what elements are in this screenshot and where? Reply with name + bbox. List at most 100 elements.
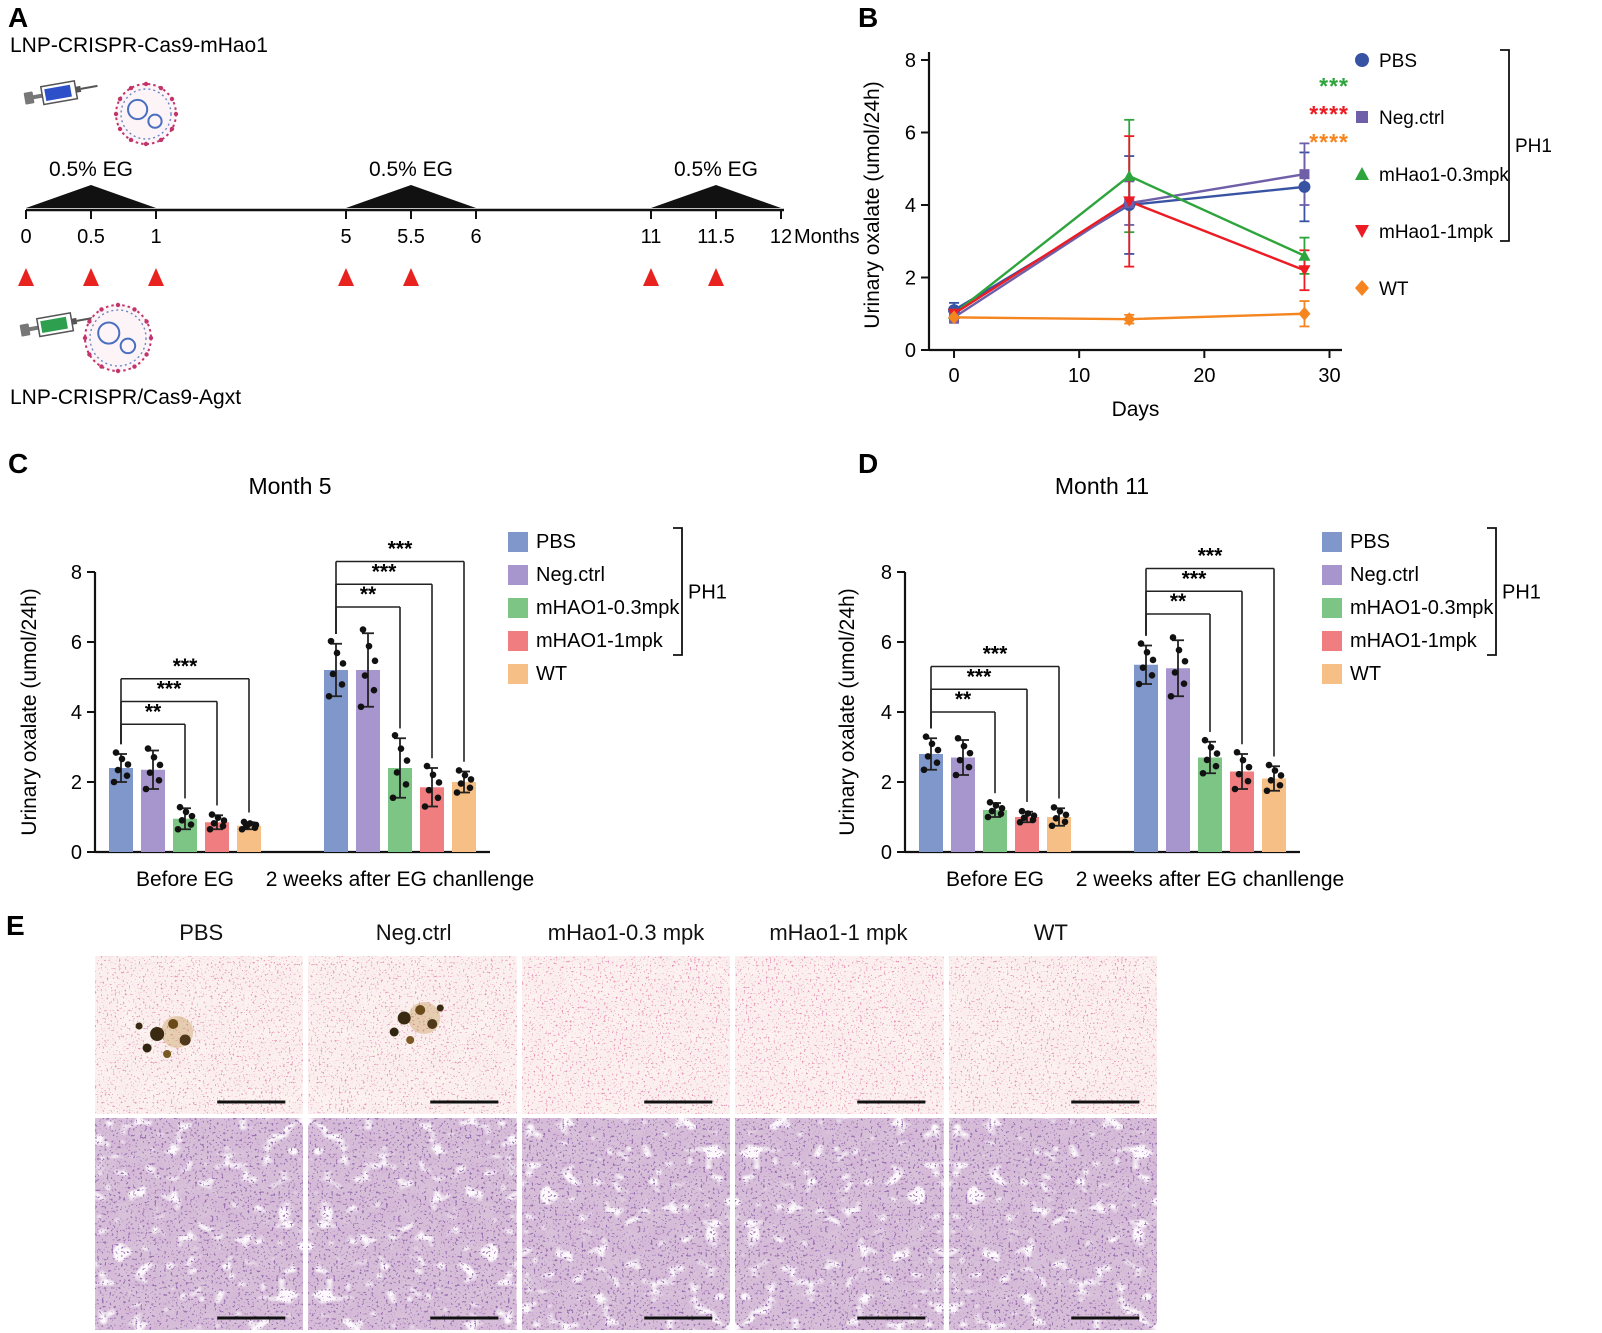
legend-label: mHAO1-0.3mpk: [1350, 597, 1494, 619]
data-point-dot: [1276, 781, 1284, 789]
significance-bracket: [1145, 567, 1275, 757]
data-point-dot: [1265, 761, 1273, 769]
data-point-dot: [333, 649, 341, 657]
crystal-deposit: [398, 1011, 412, 1025]
data-point-dot: [934, 746, 942, 754]
data-point-dot: [423, 762, 431, 770]
legend-swatch: [508, 598, 528, 618]
legend-swatch: [1322, 664, 1342, 684]
data-point-dot: [370, 686, 378, 694]
data-point-dot: [220, 817, 228, 824]
injection-arrow-icon: [403, 268, 419, 286]
injection-arrow-icon: [148, 268, 164, 286]
data-point-dot: [391, 731, 399, 739]
panel-c-label: C: [8, 448, 29, 479]
legend-swatch: [1322, 565, 1342, 585]
histology-column-title-mhao1-03mpk: mHao1-0.3 mpk: [547, 920, 705, 945]
panel-a-timeline-diagram: LNP-CRISPR-Cas9-mHao1 0 0.5 1 5 5.5 6 11 11.5 12 M…: [10, 34, 860, 409]
y-axis-title: Urinary oxalate (umol/24h): [861, 81, 884, 328]
injection-arrow-icon: [18, 268, 34, 286]
data-point-dot: [1180, 680, 1188, 687]
histology-image-pizzolato-mhao1-1-mpk: [735, 956, 944, 1114]
y-tick-label: 6: [881, 632, 892, 654]
data-point-dot: [339, 660, 347, 667]
data-point-dot: [1062, 811, 1070, 819]
data-point-dot: [1135, 680, 1143, 688]
data-point-dot: [1233, 748, 1241, 756]
legend-label: mHAO1-1mpk: [1350, 630, 1478, 652]
data-point-dot: [1056, 808, 1064, 815]
data-point-dot: [112, 749, 120, 756]
data-point-dot: [1267, 777, 1275, 784]
syringe-icon: [19, 312, 94, 338]
x-category-label: 2 weeks after EG chanllenge: [1076, 868, 1345, 891]
data-point-dot: [1024, 810, 1032, 817]
data-point-dot: [928, 740, 936, 748]
significance-stars: **: [145, 700, 162, 723]
panel-a-label: A: [8, 2, 29, 33]
eg-challenge-triangle: [26, 185, 156, 208]
significance-stars: ***: [983, 643, 1008, 666]
timeline-tick-label: 6: [470, 226, 481, 248]
data-point-dot: [403, 757, 411, 764]
x-tick-label: 10: [1068, 365, 1090, 387]
significance-bracket: [930, 688, 1028, 802]
legend-swatch: [1322, 598, 1342, 618]
crystal-deposit: [437, 1004, 445, 1012]
legend-label: Neg.ctrl: [1350, 564, 1419, 586]
legend-item: Neg.ctrl: [1322, 564, 1419, 586]
significance-stars: **: [955, 688, 972, 711]
data-point-dot: [338, 681, 346, 688]
crystal-deposit: [406, 1036, 415, 1044]
x-tick-label: 20: [1193, 365, 1215, 387]
data-point-dot: [402, 781, 410, 788]
data-point-dot: [920, 766, 928, 774]
histology-image-pizzolato-neg.ctrl: [308, 956, 517, 1114]
data-point-dot: [329, 670, 337, 678]
data-point-dot: [1048, 822, 1056, 830]
significance-bracket: [120, 700, 218, 806]
triangle-down-marker-icon: [1298, 265, 1311, 277]
legend-swatch: [508, 565, 528, 585]
data-point-dot: [966, 749, 974, 757]
significance-stars: ***: [1198, 545, 1223, 568]
data-point-dot: [1207, 743, 1215, 751]
data-point-dot: [997, 810, 1005, 818]
data-point-dot: [457, 780, 465, 787]
significance-stars: ****: [1309, 101, 1349, 127]
lnp-particle-icon: [82, 302, 154, 374]
data-point-dot: [1271, 767, 1279, 774]
data-point-dot: [1201, 736, 1209, 744]
data-point-dot: [178, 817, 186, 824]
data-point-dot: [1016, 818, 1024, 826]
histology-column-title-negctrl: Neg.ctrl: [375, 920, 452, 945]
data-point-dot: [1199, 769, 1207, 777]
y-tick-label: 2: [881, 772, 892, 794]
legend-label: PBS: [1350, 531, 1390, 553]
y-axis-title: Urinary oxalate (umol/24h): [18, 588, 41, 835]
legend-label: PBS: [536, 531, 576, 553]
crystal-deposit: [427, 1019, 438, 1029]
histology-image-he-neg.ctrl: [308, 1118, 517, 1330]
crystal-deposit: [142, 1043, 152, 1053]
data-point-dot: [1148, 672, 1156, 679]
histology-column-title-pbs: PBS: [179, 920, 224, 945]
crystal-deposit: [415, 1005, 426, 1015]
x-axis-title: Days: [1112, 398, 1160, 421]
histology-column-title-mhao1-1mpk: mHao1-1 mpk: [769, 920, 908, 945]
data-point-dot: [453, 789, 461, 796]
significance-stars: ***: [372, 560, 397, 583]
construct-top-label: LNP-CRISPR-Cas9-mHao1: [10, 34, 268, 57]
eg-challenge-label: 0.5% EG: [49, 158, 133, 181]
bar-PBS: [1134, 664, 1158, 852]
data-point-dot: [425, 786, 433, 794]
significance-stars: ***: [157, 678, 182, 701]
legend-item: PBS: [508, 531, 576, 553]
crystal-deposit: [150, 1027, 165, 1041]
triangle-up-marker-icon: [1355, 167, 1369, 180]
data-point-dot: [1020, 814, 1028, 822]
legend-item: mHAO1-0.3mpk: [1322, 597, 1494, 619]
data-point-dot: [240, 818, 248, 826]
significance-bracket: [335, 560, 465, 762]
ph1-label: PH1: [1515, 136, 1552, 157]
